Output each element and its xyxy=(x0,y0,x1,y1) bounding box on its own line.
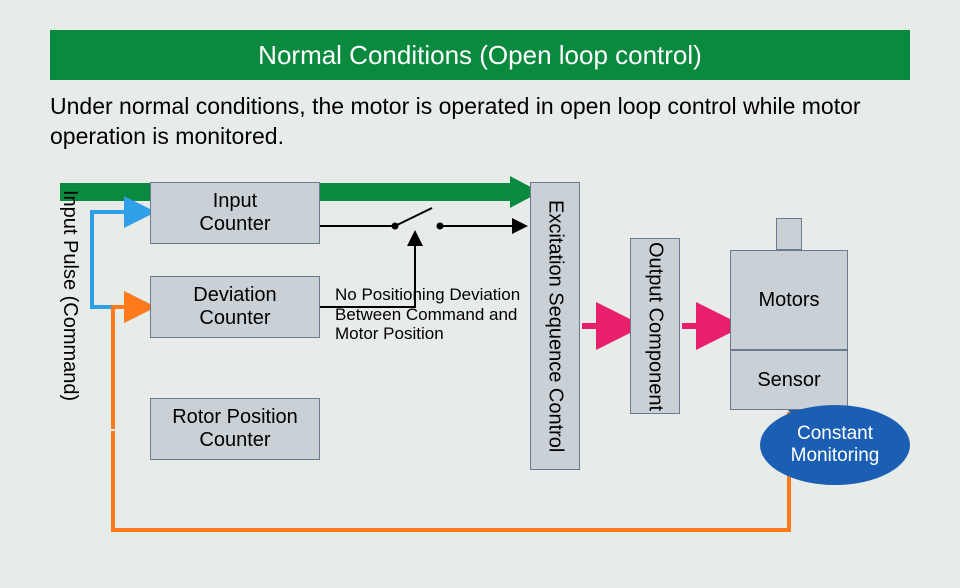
orange-to-deviation xyxy=(113,307,148,429)
deviation-note: No Positioning Deviation Between Command… xyxy=(335,285,520,344)
motors-box: Motors xyxy=(730,250,848,350)
description-text: Under normal conditions, the motor is op… xyxy=(50,92,910,152)
blue-to-input xyxy=(92,212,148,307)
monitoring-bubble-text: Constant Monitoring xyxy=(791,423,880,467)
rotor-counter-label: Rotor Position Counter xyxy=(172,406,298,452)
sensor-box: Sensor xyxy=(730,350,848,410)
excitation-label: Excitation Sequence Control xyxy=(544,200,567,452)
output-box: Output Component xyxy=(630,238,680,414)
deviation-counter-label: Deviation Counter xyxy=(193,284,276,330)
header-title: Normal Conditions (Open loop control) xyxy=(258,40,702,71)
input-pulse-label: Input Pulse (Command) xyxy=(58,190,81,401)
excitation-box: Excitation Sequence Control xyxy=(530,182,580,470)
monitoring-bubble: Constant Monitoring xyxy=(760,405,910,485)
motors-label: Motors xyxy=(758,289,819,312)
sensor-label: Sensor xyxy=(757,369,820,392)
blue-to-deviation xyxy=(92,212,148,307)
header-bar: Normal Conditions (Open loop control) xyxy=(50,30,910,80)
deviation-counter-box: Deviation Counter xyxy=(150,276,320,338)
motor-top-stub xyxy=(776,218,802,250)
output-label: Output Component xyxy=(644,242,667,411)
rotor-counter-box: Rotor Position Counter xyxy=(150,398,320,460)
input-counter-label: Input Counter xyxy=(199,190,270,236)
input-counter-box: Input Counter xyxy=(150,182,320,244)
black-switch-open xyxy=(395,208,432,226)
